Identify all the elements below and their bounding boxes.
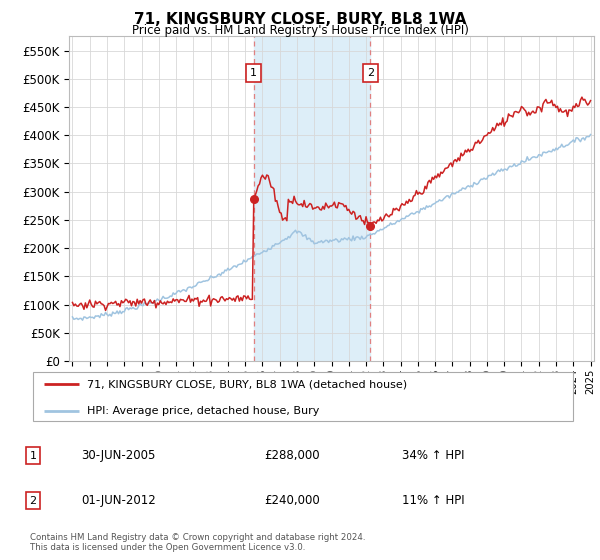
Text: 30-JUN-2005: 30-JUN-2005 (81, 449, 155, 463)
Text: 2: 2 (29, 496, 37, 506)
Text: 2: 2 (367, 68, 374, 78)
Text: Price paid vs. HM Land Registry's House Price Index (HPI): Price paid vs. HM Land Registry's House … (131, 24, 469, 37)
Text: 34% ↑ HPI: 34% ↑ HPI (402, 449, 464, 463)
FancyBboxPatch shape (33, 372, 573, 421)
Bar (254, 36, 370, 361)
Text: 01-JUN-2012: 01-JUN-2012 (81, 494, 156, 507)
Text: 11% ↑ HPI: 11% ↑ HPI (402, 494, 464, 507)
Text: £288,000: £288,000 (264, 449, 320, 463)
Text: HPI: Average price, detached house, Bury: HPI: Average price, detached house, Bury (88, 406, 320, 416)
Text: 71, KINGSBURY CLOSE, BURY, BL8 1WA (detached house): 71, KINGSBURY CLOSE, BURY, BL8 1WA (deta… (88, 380, 407, 390)
Text: £240,000: £240,000 (264, 494, 320, 507)
Text: 1: 1 (29, 451, 37, 461)
Text: 71, KINGSBURY CLOSE, BURY, BL8 1WA: 71, KINGSBURY CLOSE, BURY, BL8 1WA (134, 12, 466, 27)
Text: 1: 1 (250, 68, 257, 78)
Text: Contains HM Land Registry data © Crown copyright and database right 2024.: Contains HM Land Registry data © Crown c… (30, 533, 365, 542)
Text: This data is licensed under the Open Government Licence v3.0.: This data is licensed under the Open Gov… (30, 543, 305, 552)
